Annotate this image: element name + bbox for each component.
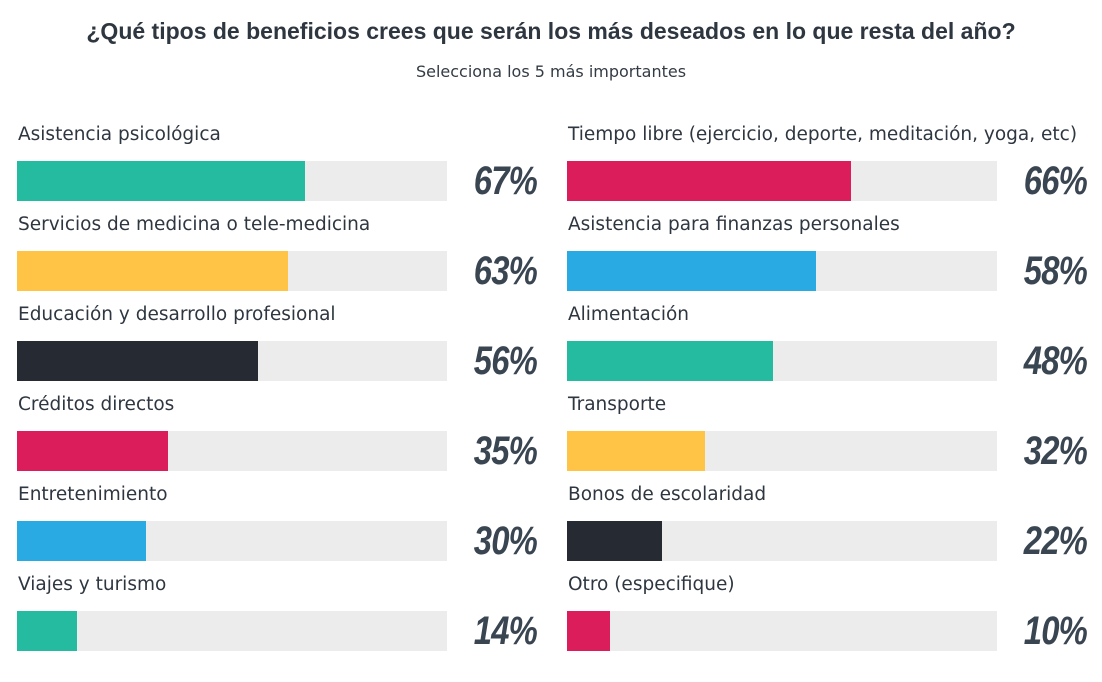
bar-track <box>567 161 997 201</box>
bar-track <box>17 251 447 291</box>
bar-item: Bonos de escolaridad 22% <box>567 484 1097 574</box>
bar-track <box>567 431 997 471</box>
bar-value-label: 66% <box>1023 159 1088 203</box>
bar-label: Asistencia para finanzas personales <box>568 214 900 235</box>
bar-label: Tiempo libre (ejercicio, deporte, medita… <box>568 124 1078 145</box>
bar-label: Viajes y turismo <box>18 574 167 595</box>
bar <box>17 521 146 561</box>
bar-value-label: 35% <box>473 429 538 473</box>
bar-label: Transporte <box>568 394 667 415</box>
bar-value-label: 48% <box>1023 339 1088 383</box>
bar-value-label: 22% <box>1023 519 1088 563</box>
bar-item: Servicios de medicina o tele-medicina 63% <box>17 214 547 304</box>
bar <box>17 251 288 291</box>
bar-item: Tiempo libre (ejercicio, deporte, medita… <box>567 124 1097 214</box>
bar-label: Bonos de escolaridad <box>568 484 767 505</box>
bar-value-label: 32% <box>1023 429 1088 473</box>
bar <box>567 341 773 381</box>
bar-value-label: 14% <box>473 609 538 653</box>
bar <box>567 611 610 651</box>
bar-label: Alimentación <box>568 304 690 325</box>
bar-track <box>567 521 997 561</box>
bar-value-label: 56% <box>473 339 538 383</box>
bar-value-label: 30% <box>473 519 538 563</box>
bar-item: Otro (especifique) 10% <box>567 574 1097 664</box>
bar-item: Asistencia para finanzas personales 58% <box>567 214 1097 304</box>
bar-label: Servicios de medicina o tele-medicina <box>18 214 371 235</box>
chart-subtitle: Selecciona los 5 más importantes <box>415 62 687 81</box>
bar-item: Educación y desarrollo profesional 56% <box>17 304 547 394</box>
bar <box>17 611 77 651</box>
bar-label: Otro (especifique) <box>568 574 735 595</box>
bar-label: Educación y desarrollo profesional <box>18 304 336 325</box>
bar-item: Asistencia psicológica 67% <box>17 124 547 214</box>
bar <box>567 251 816 291</box>
bar-track <box>17 611 447 651</box>
bar <box>567 161 851 201</box>
bar <box>567 521 662 561</box>
bar-track <box>17 161 447 201</box>
bar-column-right: Tiempo libre (ejercicio, deporte, medita… <box>567 124 1097 664</box>
bar-value-label: 10% <box>1023 609 1088 653</box>
bar-item: Transporte 32% <box>567 394 1097 484</box>
bar-track <box>567 251 997 291</box>
bar <box>567 431 705 471</box>
bar-column-left: Asistencia psicológica 67% Servicios de me… <box>17 124 547 664</box>
bar-track <box>17 521 447 561</box>
bar-label: Entretenimiento <box>18 484 168 505</box>
bar-label: Asistencia psicológica <box>18 124 221 145</box>
bar <box>17 161 305 201</box>
bar <box>17 431 168 471</box>
bar-label: Créditos directos <box>18 394 175 415</box>
bar-item: Créditos directos 35% <box>17 394 547 484</box>
bar <box>17 341 258 381</box>
bar-track <box>567 341 997 381</box>
bar-track <box>567 611 997 651</box>
bar-value-label: 58% <box>1023 249 1088 293</box>
chart-title: ¿Qué tipos de beneficios crees que serán… <box>86 18 1016 44</box>
bar-track <box>17 431 447 471</box>
bar-item: Viajes y turismo 14% <box>17 574 547 664</box>
bar-item: Alimentación 48% <box>567 304 1097 394</box>
bar-value-label: 67% <box>473 159 538 203</box>
bar-track <box>17 341 447 381</box>
bar-item: Entretenimiento 30% <box>17 484 547 574</box>
bar-value-label: 63% <box>473 249 538 293</box>
